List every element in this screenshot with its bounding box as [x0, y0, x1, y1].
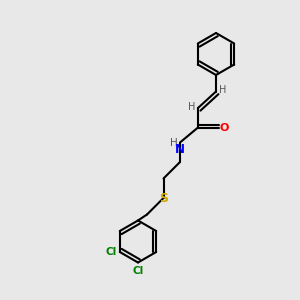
Text: H: H [169, 137, 177, 148]
Text: H: H [219, 85, 226, 95]
Text: S: S [159, 191, 168, 205]
Text: Cl: Cl [106, 247, 117, 257]
Text: H: H [188, 101, 195, 112]
Text: N: N [175, 142, 185, 156]
Text: Cl: Cl [132, 266, 144, 276]
Text: O: O [220, 122, 229, 133]
